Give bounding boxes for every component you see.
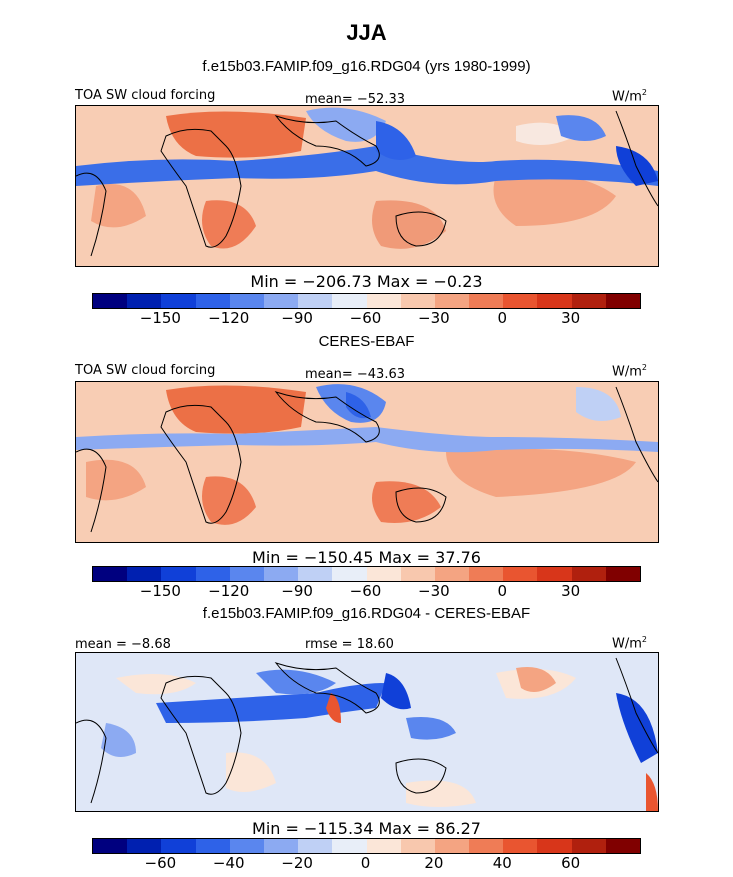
colorbar-swatch	[93, 567, 128, 581]
panel-1-title: f.e15b03.FAMIP.f09_g16.RDG04 (yrs 1980-1…	[202, 58, 531, 75]
colorbar-swatch	[332, 294, 367, 308]
panel-2-map-field	[76, 382, 658, 542]
panel-1-map	[75, 105, 659, 267]
panel-3-mean-label: mean = −8.68	[75, 637, 171, 652]
colorbar-tick-label: −40	[212, 854, 245, 872]
colorbar-swatch	[503, 839, 538, 853]
colorbar-tick-label: −120	[208, 309, 250, 327]
colorbar-swatch	[195, 567, 230, 581]
colorbar-tick-label: 0	[497, 582, 508, 600]
colorbar-swatch	[571, 294, 606, 308]
colorbar-tick-label: 0	[360, 854, 371, 872]
colorbar-swatch	[195, 294, 230, 308]
colorbar-swatch	[366, 567, 401, 581]
panel-2-colorbar	[92, 566, 641, 582]
colorbar-swatch	[93, 294, 128, 308]
colorbar-swatch	[537, 294, 572, 308]
colorbar-swatch	[400, 294, 435, 308]
colorbar-swatch	[503, 567, 538, 581]
panel-2-title: CERES-EBAF	[318, 333, 415, 350]
colorbar-tick-label: 40	[492, 854, 512, 872]
panel-3-colorbar	[92, 838, 641, 854]
colorbar-swatch	[537, 567, 572, 581]
colorbar-swatch	[605, 839, 640, 853]
panel-1-units: W/m2	[612, 88, 647, 105]
colorbar-swatch	[400, 839, 435, 853]
panel-3-colorbar-ticks: −60 −40 −20 0 20 40 60	[92, 854, 639, 872]
colorbar-swatch	[263, 294, 299, 308]
panel-2-left-label: TOA SW cloud forcing	[75, 363, 216, 378]
panel-3-title: f.e15b03.FAMIP.f09_g16.RDG04 - CERES-EBA…	[202, 605, 531, 622]
panel-2-colorbar-ticks: −150 −120 −90 −60 −30 0 30	[92, 582, 639, 600]
colorbar-swatch	[605, 294, 640, 308]
colorbar-swatch	[161, 567, 196, 581]
panel-1-mean-label: mean= −52.33	[305, 92, 406, 107]
colorbar-swatch	[571, 839, 606, 853]
colorbar-tick-label: −30	[418, 582, 450, 600]
panel-1-colorbar	[92, 293, 641, 309]
colorbar-swatch	[195, 839, 230, 853]
colorbar-tick-label: 20	[424, 854, 444, 872]
colorbar-swatch	[161, 839, 196, 853]
colorbar-swatch	[93, 839, 128, 853]
colorbar-tick-label: −30	[418, 309, 450, 327]
colorbar-tick-label: −90	[281, 582, 313, 600]
colorbar-swatch	[434, 294, 470, 308]
colorbar-swatch	[229, 839, 264, 853]
figure-title: JJA	[346, 20, 387, 45]
panel-1-left-label: TOA SW cloud forcing	[75, 88, 216, 103]
panel-1-colorbar-ticks: −150 −120 −90 −60 −30 0 30	[92, 309, 639, 327]
panel-3-map	[75, 652, 659, 812]
colorbar-swatch	[571, 567, 606, 581]
colorbar-swatch	[469, 567, 504, 581]
colorbar-tick-label: 0	[497, 309, 508, 327]
colorbar-tick-label: 60	[561, 854, 581, 872]
panel-2-map	[75, 381, 659, 543]
panel-1-minmax: Min = −206.73 Max = −0.23	[250, 272, 483, 291]
panel-1-map-field	[76, 106, 658, 266]
colorbar-swatch	[366, 839, 401, 853]
colorbar-swatch	[332, 839, 367, 853]
colorbar-swatch	[503, 294, 538, 308]
colorbar-tick-label: 30	[561, 582, 581, 600]
panel-3-map-field	[76, 653, 658, 811]
colorbar-swatch	[229, 294, 264, 308]
panel-2-units: W/m2	[612, 363, 647, 380]
colorbar-swatch	[366, 294, 401, 308]
colorbar-swatch	[127, 567, 162, 581]
colorbar-swatch	[263, 839, 299, 853]
colorbar-swatch	[434, 567, 470, 581]
colorbar-swatch	[127, 839, 162, 853]
panel-2-mean-label: mean= −43.63	[305, 367, 406, 382]
colorbar-swatch	[469, 294, 504, 308]
panel-3-minmax: Min = −115.34 Max = 86.27	[252, 819, 481, 838]
colorbar-swatch	[434, 839, 470, 853]
colorbar-swatch	[298, 839, 333, 853]
colorbar-swatch	[332, 567, 367, 581]
panel-2-minmax: Min = −150.45 Max = 37.76	[252, 548, 481, 567]
colorbar-tick-label: −120	[208, 582, 250, 600]
colorbar-swatch	[229, 567, 264, 581]
colorbar-swatch	[263, 567, 299, 581]
colorbar-swatch	[605, 567, 640, 581]
colorbar-tick-label: −20	[281, 854, 313, 872]
colorbar-tick-label: −60	[144, 854, 177, 872]
colorbar-swatch	[298, 294, 333, 308]
colorbar-swatch	[469, 839, 504, 853]
colorbar-swatch	[537, 839, 572, 853]
colorbar-tick-label: −60	[349, 582, 382, 600]
colorbar-swatch	[161, 294, 196, 308]
colorbar-tick-label: −150	[139, 582, 181, 600]
colorbar-tick-label: −150	[139, 309, 181, 327]
colorbar-swatch	[400, 567, 435, 581]
panel-3-rmse-label: rmse = 18.60	[305, 637, 394, 652]
colorbar-tick-label: −90	[281, 309, 313, 327]
colorbar-swatch	[127, 294, 162, 308]
panel-3-units: W/m2	[612, 635, 647, 652]
colorbar-swatch	[298, 567, 333, 581]
colorbar-tick-label: −60	[349, 309, 382, 327]
colorbar-tick-label: 30	[561, 309, 581, 327]
